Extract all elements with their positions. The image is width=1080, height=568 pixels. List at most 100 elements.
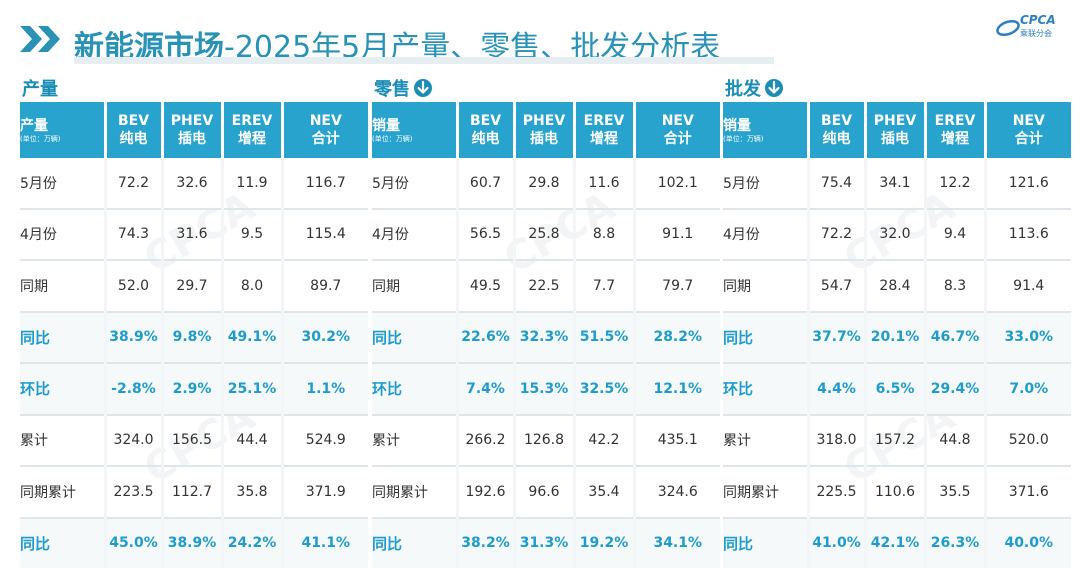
cell-nev: 121.6 <box>985 158 1071 209</box>
unit-note: (单位：万辆) <box>20 135 104 144</box>
cell-nev: 34.1% <box>634 518 720 568</box>
cell-phev: 28.4 <box>865 260 925 312</box>
cell-bev: 38.2% <box>457 518 514 568</box>
cell-nev: 371.9 <box>282 466 368 518</box>
cell-nev: 520.0 <box>985 415 1071 467</box>
cell-nev: 102.1 <box>634 158 720 209</box>
cell-nev: 30.2% <box>282 312 368 364</box>
cell-bev: 4.4% <box>808 363 865 415</box>
cell-nev: 89.7 <box>282 260 368 312</box>
header-bev-en: BEV <box>810 112 864 130</box>
cell-phev: 25.8 <box>514 209 574 261</box>
cell-phev: 96.6 <box>514 466 574 518</box>
down-arrow-circle-icon[interactable] <box>764 78 784 98</box>
logo-text: CPCA <box>1020 13 1056 27</box>
header-erev-en: EREV <box>927 112 984 130</box>
header-cell-metric: 产量(单位：万辆) <box>20 102 105 158</box>
cell-bev: 74.3 <box>105 209 162 261</box>
cell-erev: 26.3% <box>925 518 985 568</box>
cell-bev: 324.0 <box>105 415 162 467</box>
cell-phev: 38.9% <box>162 518 222 568</box>
cell-erev: 35.4 <box>574 466 634 518</box>
row-label: 同期累计 <box>372 466 457 518</box>
cell-bev: 192.6 <box>457 466 514 518</box>
table-row: 环比-2.8%2.9%25.1%1.1% <box>20 363 368 415</box>
cell-bev: 56.5 <box>457 209 514 261</box>
section-label[interactable]: 批发 <box>723 74 1071 102</box>
section-label-text: 批发 <box>725 75 761 101</box>
logo-subtext: 乘联分会 <box>1020 28 1052 39</box>
unit-note: (单位：万辆) <box>372 135 456 144</box>
cell-bev: 52.0 <box>105 260 162 312</box>
cell-erev: 44.4 <box>222 415 282 467</box>
cell-nev: 113.6 <box>985 209 1071 261</box>
row-label: 同比 <box>372 312 457 364</box>
row-label: 同期 <box>723 260 808 312</box>
section-label-text: 零售 <box>374 75 410 101</box>
row-label: 环比 <box>372 363 457 415</box>
header-nev-en: NEV <box>636 112 721 130</box>
row-label: 环比 <box>723 363 808 415</box>
cell-phev: 9.8% <box>162 312 222 364</box>
cell-erev: 49.1% <box>222 312 282 364</box>
row-label: 同期累计 <box>20 466 105 518</box>
cell-erev: 11.6 <box>574 158 634 209</box>
cell-erev: 32.5% <box>574 363 634 415</box>
cell-phev: 126.8 <box>514 415 574 467</box>
cell-bev: 45.0% <box>105 518 162 568</box>
header-phev-cn: 插电 <box>867 130 924 148</box>
row-label: 4月份 <box>20 209 105 261</box>
cell-bev: 266.2 <box>457 415 514 467</box>
row-label: 同比 <box>723 312 808 364</box>
cell-erev: 44.8 <box>925 415 985 467</box>
cell-nev: 7.0% <box>985 363 1071 415</box>
cell-bev: 41.0% <box>808 518 865 568</box>
cpca-logo: CPCA 乘联分会 <box>996 12 1066 42</box>
title-underline <box>74 57 774 64</box>
cell-phev: 32.6 <box>162 158 222 209</box>
cell-phev: 32.3% <box>514 312 574 364</box>
cell-phev: 20.1% <box>865 312 925 364</box>
cell-phev: 112.7 <box>162 466 222 518</box>
cell-erev: 42.2 <box>574 415 634 467</box>
header-erev-cn: 增程 <box>224 130 281 148</box>
header-phev-cn: 插电 <box>164 130 221 148</box>
header-cell-metric: 销量(单位：万辆) <box>372 102 457 158</box>
logo-swoosh-icon <box>996 16 1020 40</box>
down-arrow-circle-icon[interactable] <box>413 78 433 98</box>
header-phev-en: PHEV <box>516 112 573 130</box>
cell-phev: 42.1% <box>865 518 925 568</box>
row-label: 同比 <box>372 518 457 568</box>
row-label: 5月份 <box>20 158 105 209</box>
section-label[interactable]: 零售 <box>372 74 720 102</box>
section-label-text: 产量 <box>22 75 58 101</box>
cell-erev: 11.9 <box>222 158 282 209</box>
cell-nev: 12.1% <box>634 363 720 415</box>
cell-phev: 22.5 <box>514 260 574 312</box>
